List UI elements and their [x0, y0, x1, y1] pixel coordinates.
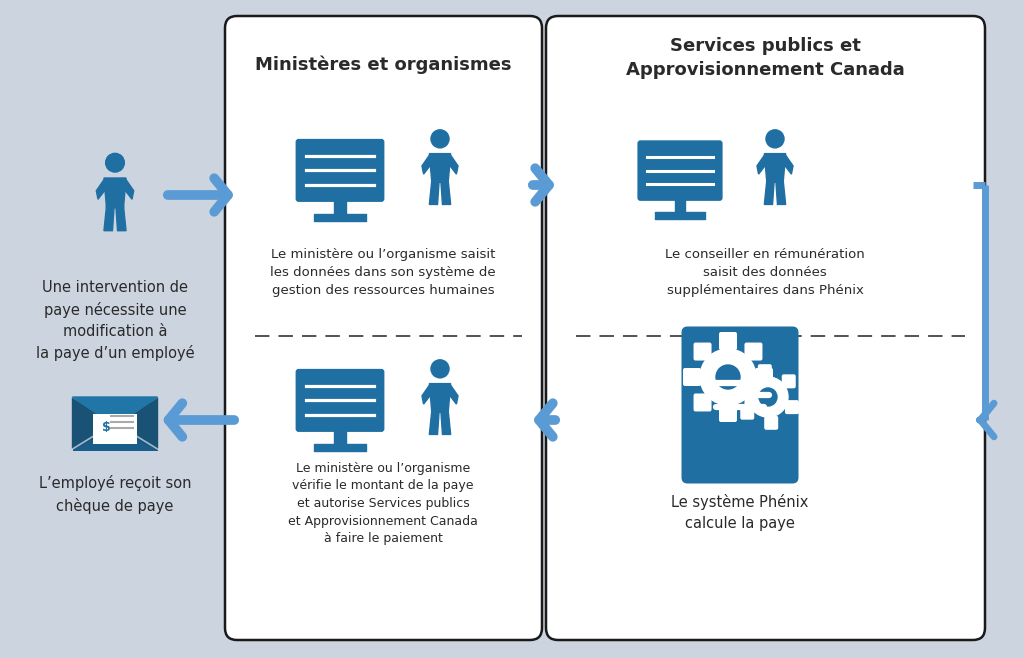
FancyBboxPatch shape — [693, 343, 712, 361]
Polygon shape — [124, 180, 134, 199]
FancyBboxPatch shape — [93, 414, 137, 444]
Polygon shape — [440, 411, 451, 434]
Circle shape — [759, 388, 777, 406]
Polygon shape — [449, 155, 458, 174]
FancyBboxPatch shape — [781, 374, 796, 388]
Polygon shape — [440, 181, 451, 205]
Circle shape — [716, 365, 740, 389]
Polygon shape — [776, 181, 785, 205]
Polygon shape — [757, 155, 767, 174]
Polygon shape — [783, 155, 793, 174]
FancyBboxPatch shape — [693, 393, 712, 411]
FancyBboxPatch shape — [546, 16, 985, 640]
Polygon shape — [73, 397, 115, 449]
FancyBboxPatch shape — [737, 380, 751, 394]
Polygon shape — [764, 153, 785, 182]
Text: Une intervention de
paye nécessite une
modification à
la paye d’un employé: Une intervention de paye nécessite une m… — [36, 280, 195, 361]
Circle shape — [748, 377, 788, 417]
Circle shape — [431, 360, 449, 378]
FancyBboxPatch shape — [296, 369, 384, 432]
Polygon shape — [422, 155, 432, 174]
FancyBboxPatch shape — [785, 400, 799, 414]
Text: L’employé reçoit son
chèque de paye: L’employé reçoit son chèque de paye — [39, 475, 191, 513]
Text: Services publics et
Approvisionnement Canada: Services publics et Approvisionnement Ca… — [626, 38, 904, 79]
Polygon shape — [764, 181, 774, 205]
Circle shape — [105, 153, 124, 172]
Circle shape — [766, 130, 784, 148]
Text: Le ministère ou l’organisme
vérifie le montant de la paye
et autorise Services p: Le ministère ou l’organisme vérifie le m… — [288, 462, 478, 545]
FancyBboxPatch shape — [719, 404, 737, 422]
FancyBboxPatch shape — [682, 326, 799, 484]
FancyBboxPatch shape — [755, 368, 773, 386]
Polygon shape — [429, 384, 451, 413]
Polygon shape — [116, 206, 126, 231]
FancyBboxPatch shape — [296, 139, 384, 202]
Text: $: $ — [101, 422, 111, 434]
Circle shape — [700, 349, 756, 405]
Polygon shape — [449, 385, 458, 404]
Circle shape — [431, 130, 449, 148]
FancyBboxPatch shape — [740, 406, 755, 420]
Polygon shape — [429, 153, 451, 182]
FancyBboxPatch shape — [637, 140, 723, 201]
FancyBboxPatch shape — [225, 16, 542, 640]
Text: Le conseiller en rémunération
saisit des données
supplémentaires dans Phénix: Le conseiller en rémunération saisit des… — [666, 248, 865, 297]
Text: Le ministère ou l’organisme saisit
les données dans son système de
gestion des r: Le ministère ou l’organisme saisit les d… — [270, 248, 496, 297]
Text: Ministères et organismes: Ministères et organismes — [255, 56, 511, 74]
Text: Le système Phénix
calcule la paye: Le système Phénix calcule la paye — [672, 494, 809, 531]
FancyBboxPatch shape — [764, 416, 778, 430]
FancyBboxPatch shape — [683, 368, 701, 386]
Polygon shape — [115, 397, 158, 449]
Polygon shape — [96, 180, 106, 199]
Polygon shape — [73, 397, 158, 426]
FancyBboxPatch shape — [758, 364, 772, 378]
Polygon shape — [429, 411, 439, 434]
Polygon shape — [104, 206, 114, 231]
Polygon shape — [422, 385, 432, 404]
FancyBboxPatch shape — [719, 332, 737, 350]
FancyBboxPatch shape — [744, 393, 763, 411]
FancyBboxPatch shape — [73, 397, 158, 451]
FancyBboxPatch shape — [744, 343, 763, 361]
Polygon shape — [104, 178, 126, 208]
Polygon shape — [429, 181, 439, 205]
